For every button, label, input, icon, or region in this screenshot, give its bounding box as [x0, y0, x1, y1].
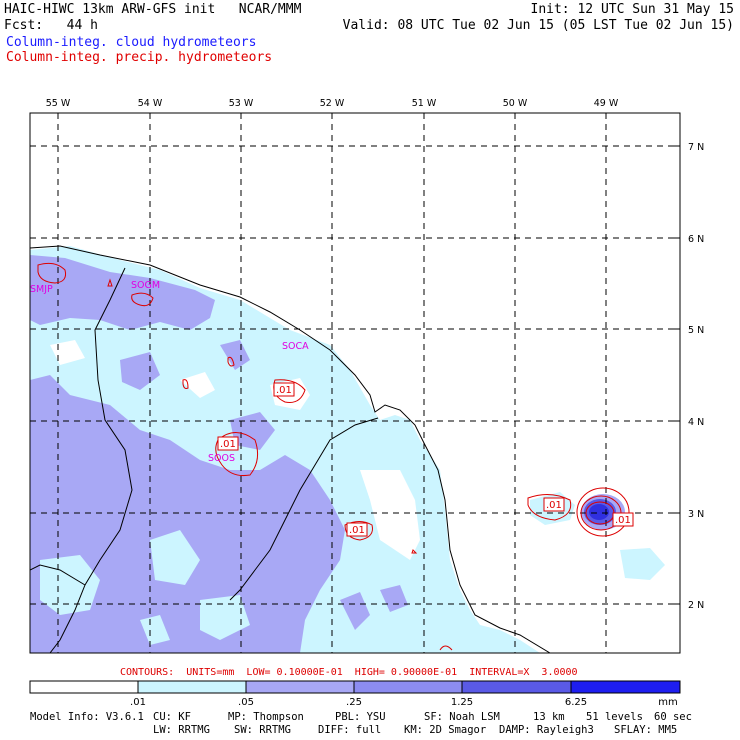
contour-label-2: .01 — [220, 439, 236, 450]
model-info-pbl: PBL: YSU — [335, 711, 386, 723]
model-info-resolution: 13 km — [533, 711, 565, 723]
contour-label-3: .01 — [349, 525, 365, 536]
lat-label: 7 N — [688, 142, 704, 153]
country-borders — [30, 267, 379, 653]
model-info-lw: LW: RRTMG — [153, 724, 210, 736]
contour-label-1: .01 — [276, 385, 292, 396]
colorbar-ticks: .01 .05 .25 1.25 6.25 mm — [130, 697, 678, 708]
colorbar-units: mm — [658, 697, 677, 708]
model-info-timestep: 60 sec — [654, 711, 692, 723]
model-info-mp: MP: Thompson — [228, 711, 304, 723]
station-sogm: SOGM — [131, 280, 160, 291]
lon-label: 55 W — [46, 98, 71, 109]
longitude-labels: 55 W 54 W 53 W 52 W 51 W 50 W 49 W — [46, 98, 619, 109]
lon-label: 51 W — [412, 98, 437, 109]
model-info-version: Model Info: V3.6.1 — [30, 711, 144, 723]
colorbar-tick: .01 — [130, 697, 146, 708]
lon-label: 54 W — [138, 98, 163, 109]
lat-label: 5 N — [688, 325, 704, 336]
contour-label-4: .01 — [546, 500, 562, 511]
coastline — [30, 245, 551, 653]
contour-label-5: .01 — [615, 515, 631, 526]
contour-labels: .01 .01 .01 .01 .01 — [217, 382, 634, 537]
init-time: Init: 12 UTC Sun 31 May 15 — [530, 2, 735, 17]
station-soos: SOOS — [208, 453, 235, 464]
colorbar-tick: .25 — [346, 697, 362, 708]
model-info-damp: DAMP: Rayleigh3 — [499, 724, 594, 736]
colorbar-tick: 1.25 — [451, 697, 473, 708]
colorbar-tick: 6.25 — [565, 697, 587, 708]
forecast-hour: Fcst: 44 h — [4, 18, 98, 33]
legend-cloud-hydrometeors: Column-integ. cloud hydrometeors — [6, 35, 257, 50]
model-info-sf: SF: Noah LSM — [424, 711, 500, 723]
lon-label: 53 W — [229, 98, 254, 109]
plot-title: HAIC-HIWC 13km ARW-GFS init NCAR/MMM — [4, 2, 302, 17]
colorbar-tick: .05 — [238, 697, 254, 708]
model-info-levels: 51 levels — [586, 711, 643, 723]
station-soca: SOCA — [282, 341, 309, 352]
lon-label: 50 W — [503, 98, 528, 109]
frame-ticks — [57, 113, 680, 605]
graticule — [30, 113, 680, 653]
station-labels: SMJP SOGM SOCA SOOS — [30, 280, 309, 464]
model-info-sflay: SFLAY: MM5 — [614, 724, 678, 736]
model-info-cu: CU: KF — [153, 711, 191, 723]
colorbar — [29, 680, 681, 694]
lat-label: 6 N — [688, 234, 704, 245]
model-info-km: KM: 2D Smagor — [404, 724, 487, 736]
valid-time: Valid: 08 UTC Tue 02 Jun 15 (05 LST Tue … — [342, 18, 734, 33]
lon-label: 49 W — [594, 98, 619, 109]
legend-precip-hydrometeors: Column-integ. precip. hydrometeors — [6, 50, 273, 65]
lat-label: 2 N — [688, 600, 704, 611]
lon-label: 52 W — [320, 98, 345, 109]
contours-info: CONTOURS: UNITS=mm LOW= 0.10000E-01 HIGH… — [120, 667, 578, 678]
model-info-diff: DIFF: full — [318, 724, 382, 736]
lat-label: 3 N — [688, 509, 704, 520]
map-frame — [29, 112, 681, 654]
station-smjp: SMJP — [30, 284, 53, 295]
lat-label: 4 N — [688, 417, 704, 428]
latitude-labels: 7 N 6 N 5 N 4 N 3 N 2 N — [688, 142, 704, 611]
model-info-sw: SW: RRTMG — [234, 724, 291, 736]
